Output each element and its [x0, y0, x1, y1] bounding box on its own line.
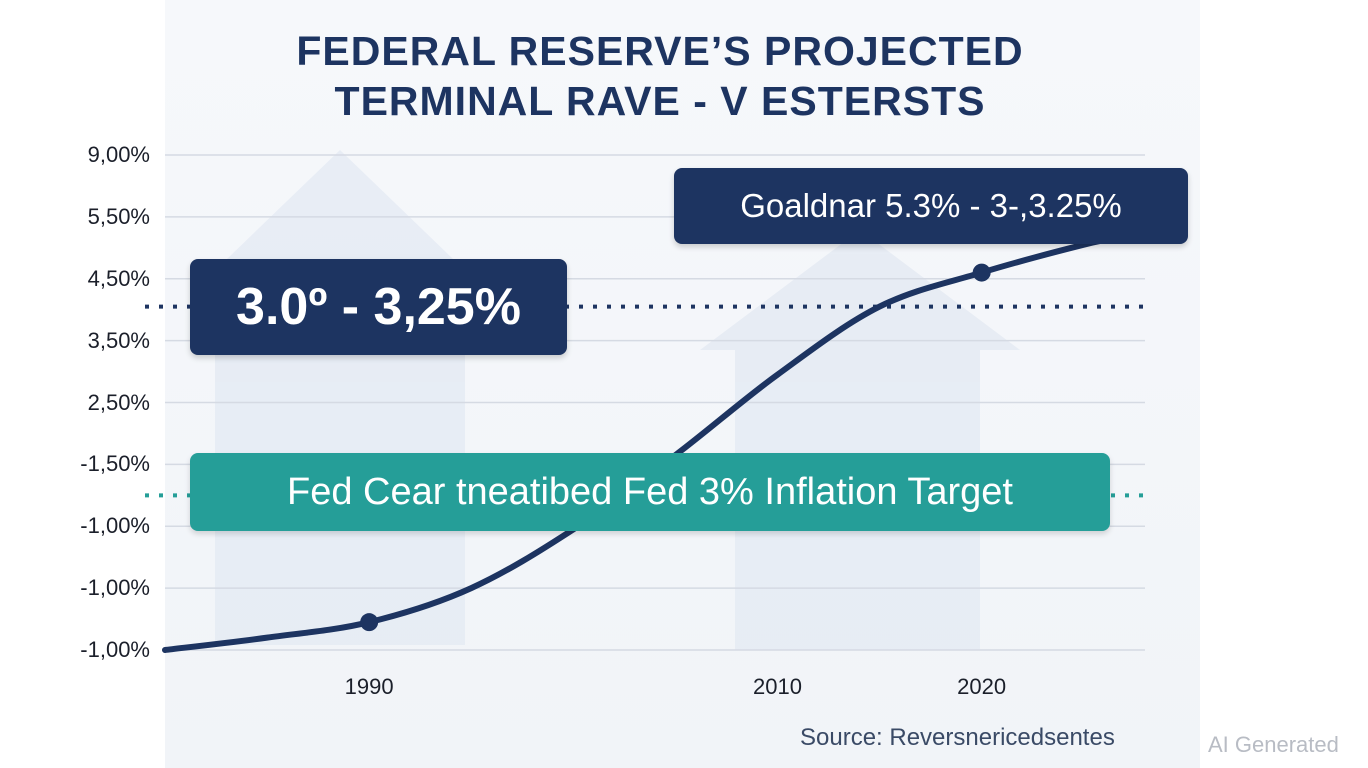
y-tick-label: 5,50%: [87, 203, 150, 229]
chart-title-line-1: FEDERAL RESERVE’S PROJECTED: [296, 28, 1024, 74]
y-tick-label: -1,00%: [80, 637, 150, 662]
y-tick-label: 2,50%: [87, 389, 150, 415]
y-tick-label: 3,50%: [87, 327, 150, 353]
ai-generated-watermark: AI Generated: [1208, 732, 1339, 757]
chart-title-line-2: TERMINAL RAVE - V ESTERSTS: [334, 78, 986, 124]
source-note: Source: Reversnericedsentes: [800, 724, 1115, 751]
rate-range-callout: 3.0º - 3,25%: [190, 259, 567, 355]
data-point-marker: [360, 613, 379, 632]
y-tick-label: 9,00%: [87, 142, 150, 167]
top-annotation-callout: Goaldnar 5.3% - 3-,3.25%: [674, 168, 1188, 244]
data-point-marker: [972, 263, 991, 282]
x-tick-label: 1990: [344, 674, 394, 699]
y-tick-label: -1,50%: [80, 451, 150, 477]
y-tick-label: 4,50%: [87, 265, 150, 291]
inflation-target-banner: Fed Cear tneatibed Fed 3% Inflation Targ…: [190, 453, 1110, 531]
series-markers: [360, 263, 991, 632]
y-tick-label: -1,00%: [80, 513, 150, 539]
y-tick-label: -1,00%: [80, 575, 150, 601]
x-tick-label: 2020: [957, 674, 1007, 699]
x-tick-label: 2010: [753, 674, 802, 699]
